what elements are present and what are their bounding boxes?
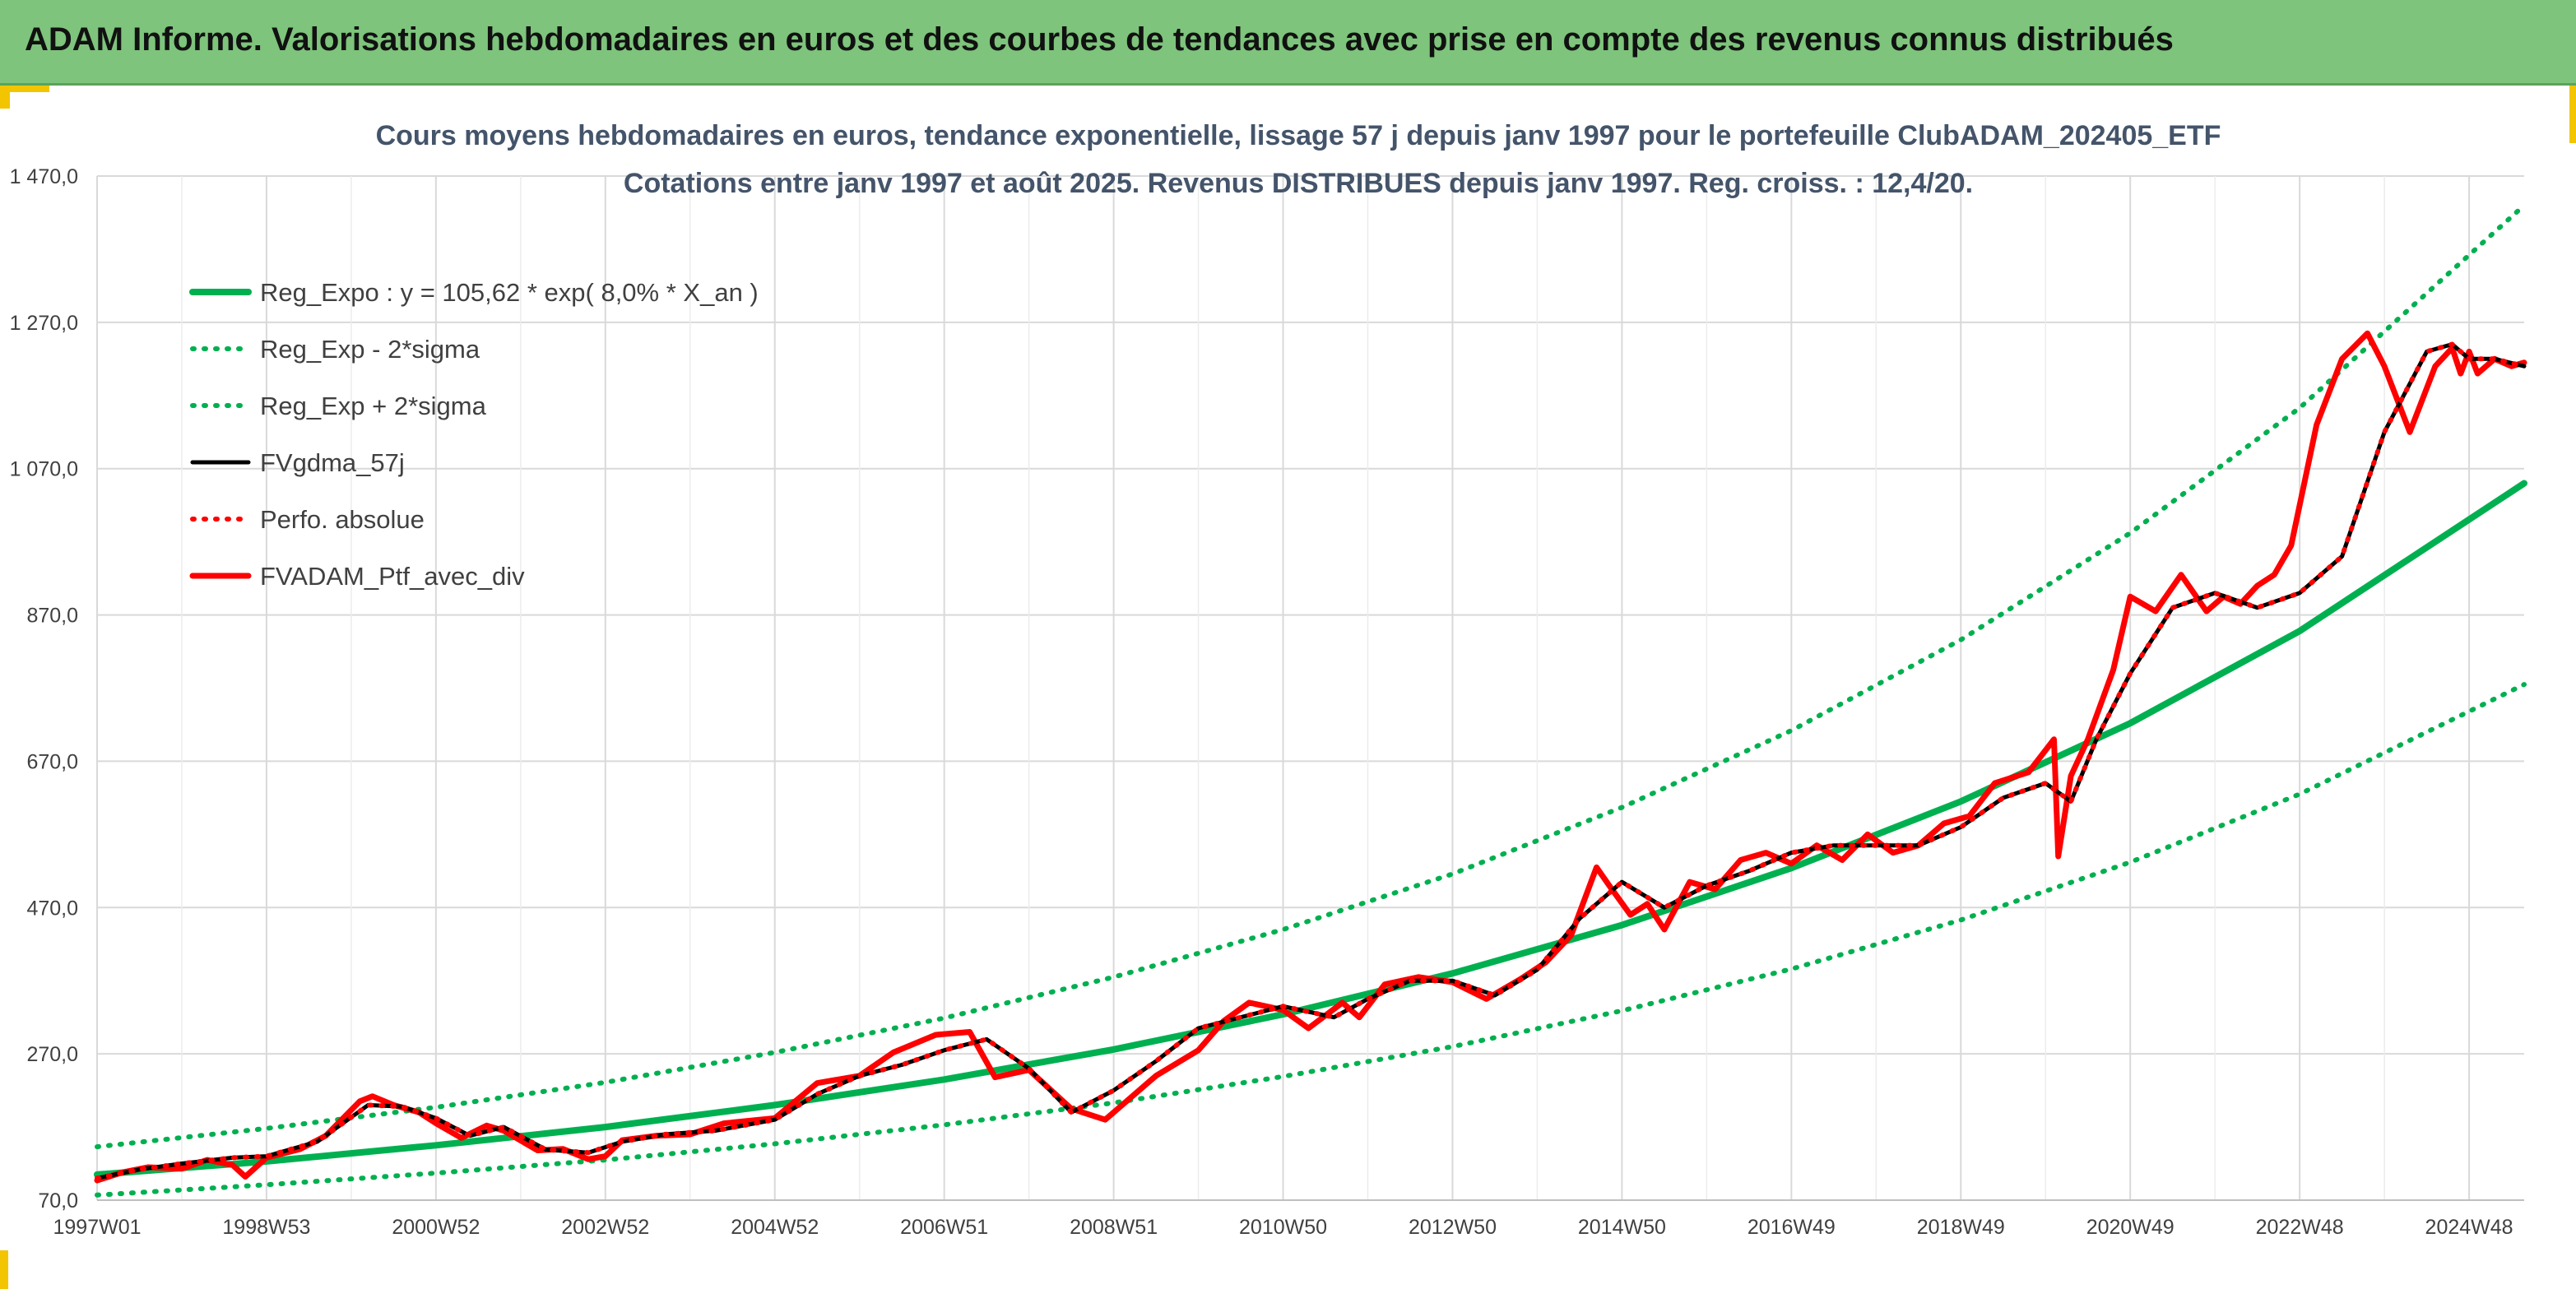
- x-tick-label: 1997W01: [53, 1216, 141, 1239]
- x-tick-label: 2000W52: [392, 1216, 480, 1239]
- legend-label: Reg_Expo : y = 105,62 * exp( 8,0% * X_an…: [260, 278, 759, 307]
- x-tick-label: 2012W50: [1409, 1216, 1497, 1239]
- x-axis-ticks: 1997W01 1998W53 2000W52 2002W52 2004W52 2006W…: [53, 1216, 2513, 1239]
- legend: Reg_Expo : y = 105,62 * exp( 8,0% * X_an…: [189, 278, 759, 591]
- x-tick-label: 2014W50: [1578, 1216, 1666, 1239]
- banner-title: ADAM Informe. Valorisations hebdomadaire…: [25, 21, 2174, 58]
- accent-bar-bottom-left: [0, 1250, 8, 1289]
- x-tick-label: 2020W49: [2086, 1216, 2175, 1239]
- y-tick-label: 270,0: [26, 1043, 78, 1066]
- legend-label: FVgdma_57j: [260, 448, 405, 477]
- x-tick-label: 2004W52: [731, 1216, 819, 1239]
- x-tick-label: 2010W50: [1239, 1216, 1327, 1239]
- grid: [96, 175, 2524, 1201]
- legend-label: Perfo. absolue: [260, 505, 425, 534]
- y-tick-label: 1 070,0: [10, 458, 78, 481]
- chart-title-line-2: Cotations entre janv 1997 et août 2025. …: [624, 168, 1973, 199]
- y-tick-label: 1 270,0: [10, 312, 78, 335]
- header-banner: ADAM Informe. Valorisations hebdomadaire…: [0, 0, 2576, 86]
- x-tick-label: 2008W51: [1070, 1216, 1158, 1239]
- legend-label: Reg_Exp - 2*sigma: [260, 335, 480, 364]
- legend-label: FVADAM_Ptf_avec_div: [260, 562, 525, 591]
- x-tick-label: 2024W48: [2425, 1216, 2513, 1239]
- series-line-1: [95, 682, 2527, 1198]
- accent-bar-top: [0, 86, 49, 92]
- x-tick-label: 2006W51: [900, 1216, 988, 1239]
- x-tick-label: 2018W49: [1917, 1216, 2005, 1239]
- y-tick-label: 670,0: [26, 750, 78, 773]
- series-line-4: [95, 341, 2527, 1181]
- x-tick-label: 2022W48: [2256, 1216, 2344, 1239]
- chart-title: Cours moyens hebdomadaires en euros, ten…: [376, 120, 2221, 199]
- legend-label: Reg_Exp + 2*sigma: [260, 392, 487, 420]
- series-line-0: [94, 480, 2527, 1178]
- series: [94, 202, 2527, 1198]
- y-tick-label: 470,0: [26, 897, 78, 920]
- x-tick-label: 1998W53: [222, 1216, 310, 1239]
- y-axis-ticks: 70,0 270,0 470,0 670,0 870,0 1 070,0 1 270,0 1 …: [10, 165, 78, 1212]
- accent-bar-right: [2569, 86, 2576, 143]
- x-tick-label: 2016W49: [1748, 1216, 1836, 1239]
- y-tick-label: 70,0: [38, 1189, 78, 1212]
- x-tick-label: 2002W52: [561, 1216, 649, 1239]
- chart-title-line-1: Cours moyens hebdomadaires en euros, ten…: [376, 120, 2221, 151]
- y-tick-label: 1 470,0: [10, 165, 78, 188]
- series-line-2: [95, 202, 2527, 1150]
- y-tick-label: 870,0: [26, 605, 78, 628]
